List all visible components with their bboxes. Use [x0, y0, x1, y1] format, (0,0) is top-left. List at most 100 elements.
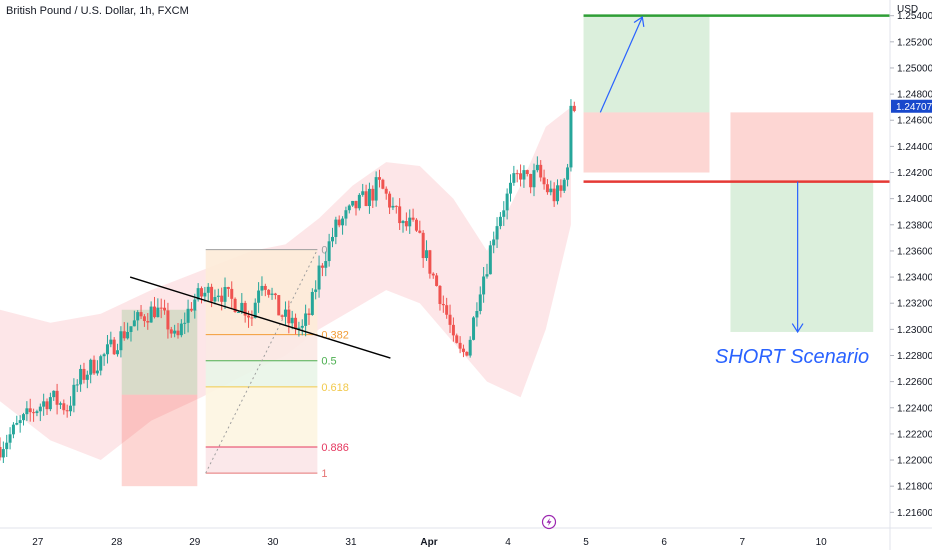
candle-body	[556, 185, 560, 202]
price-tick-label: 1.22600	[897, 377, 932, 388]
price-tick-label: 1.23400	[897, 273, 932, 284]
candle-body	[314, 289, 318, 292]
time-axis[interactable]: 27 28 29 30 31 Apr 4 5 6 7 10	[32, 537, 827, 548]
price-tick-label: 1.22000	[897, 456, 932, 467]
candle-body	[267, 289, 271, 295]
price-tick-label: 1.24400	[897, 142, 932, 153]
fib-retracement[interactable]: 0 0.382 0.5 0.618 0.886 1	[205, 245, 349, 480]
candle-body	[324, 261, 328, 268]
candle-body	[414, 219, 418, 231]
candle-body	[75, 384, 79, 386]
candle-body	[421, 232, 425, 259]
candle-body	[280, 315, 284, 317]
candle-body	[206, 286, 210, 293]
last-price-value: 1.24707	[896, 102, 932, 113]
price-tick-label: 1.24200	[897, 168, 932, 179]
fib-level-label: 0.382	[321, 330, 349, 342]
time-tick-label: 31	[345, 537, 357, 548]
candle-body	[146, 321, 150, 323]
candle-body	[196, 288, 200, 300]
candle-body	[431, 273, 435, 276]
candle-body	[425, 250, 429, 259]
candle-body	[438, 285, 442, 304]
candle-body	[129, 326, 133, 332]
candle-body	[72, 384, 76, 406]
candle-body	[233, 298, 237, 313]
candle-body	[193, 299, 197, 311]
candle-body	[95, 370, 99, 374]
candle-body	[257, 290, 261, 303]
candle-body	[11, 424, 15, 435]
candle-body	[330, 236, 334, 242]
candle-body	[52, 390, 56, 398]
candle-body	[525, 170, 529, 175]
candle-body	[247, 315, 251, 318]
candle-body	[505, 193, 509, 211]
candle-body	[169, 329, 173, 334]
candle-body	[0, 446, 2, 458]
candle-body	[572, 105, 576, 111]
price-tick-label: 1.25000	[897, 63, 932, 74]
candle-body	[391, 205, 395, 208]
candle-body	[186, 308, 190, 323]
candle-body	[559, 185, 563, 191]
candle-body	[361, 191, 365, 195]
candle-body	[270, 293, 274, 295]
candle-body	[378, 177, 382, 180]
candle-body	[230, 288, 234, 299]
chart-title: British Pound / U.S. Dollar, 1h, FXCM	[6, 5, 189, 17]
candle-body	[102, 354, 106, 357]
candle-body	[216, 295, 220, 298]
candle-body	[519, 173, 523, 180]
candle-body	[159, 307, 163, 309]
candle-body	[109, 339, 113, 345]
price-tick-label: 1.23800	[897, 220, 932, 231]
candle-body	[48, 397, 52, 410]
price-tick-label: 1.24800	[897, 90, 932, 101]
candle-body	[502, 210, 506, 217]
price-tick-label: 1.24000	[897, 194, 932, 205]
candle-body	[549, 188, 553, 193]
candle-body	[240, 302, 244, 312]
candle-body	[468, 339, 472, 356]
candle-body	[465, 351, 469, 356]
candle-body	[317, 265, 321, 290]
candle-body	[176, 330, 180, 336]
candle-body	[65, 410, 69, 412]
candle-body	[307, 313, 311, 315]
candle-body	[488, 245, 492, 275]
candle-body	[297, 327, 301, 330]
candle-body	[411, 217, 415, 220]
candle-body	[253, 302, 257, 318]
candle-body	[552, 188, 556, 202]
price-axis[interactable]: 1.25400 1.25200 1.25000 1.24800 1.24600 1.244…	[890, 11, 932, 519]
candle-body	[401, 221, 405, 224]
candle-body	[545, 184, 549, 193]
candle-body	[492, 239, 496, 246]
candle-body	[28, 408, 32, 413]
candle-body	[142, 316, 146, 322]
candle-body	[163, 307, 167, 311]
short-profit-zone	[730, 181, 874, 332]
position-zones	[121, 15, 874, 487]
price-tick-label: 1.21600	[897, 508, 932, 519]
time-tick-label: 10	[816, 537, 828, 548]
candle-body	[189, 308, 193, 311]
candle-body	[119, 331, 123, 351]
time-tick-label: 27	[32, 537, 44, 548]
candle-body	[287, 309, 291, 324]
drawing-lines[interactable]	[129, 14, 890, 359]
fib-level-label: 0.618	[321, 382, 349, 394]
trendline	[129, 276, 391, 359]
candle-body	[347, 205, 351, 211]
candle-body	[263, 285, 267, 290]
candle-body	[294, 317, 298, 330]
candle-body	[569, 105, 573, 168]
candle-body	[512, 173, 516, 183]
candle-body	[62, 403, 66, 411]
lightning-icon[interactable]	[541, 514, 557, 530]
candle-body	[310, 291, 314, 315]
candle-body	[79, 368, 83, 385]
candle-body	[394, 205, 398, 207]
